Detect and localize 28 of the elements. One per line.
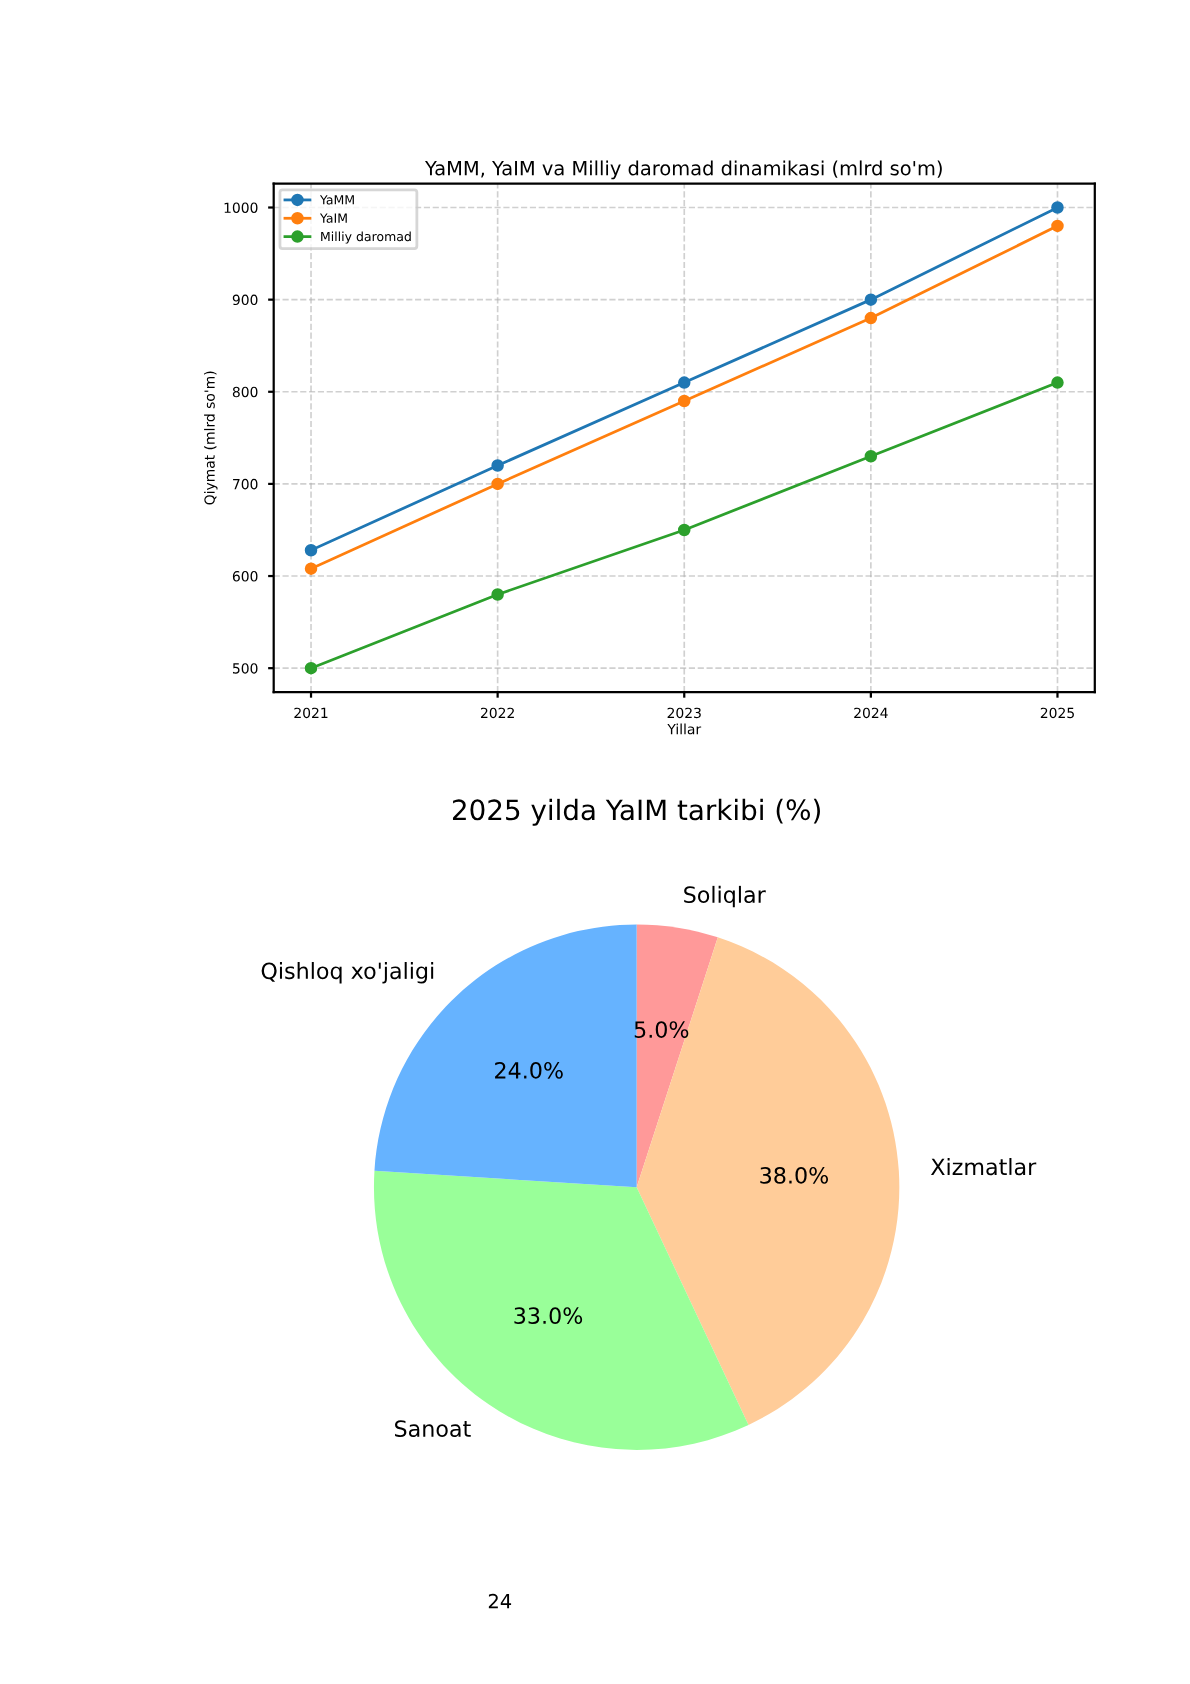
point [304,543,318,557]
point [864,293,878,306]
slice-label: Sanoat [395,1420,471,1438]
point [864,311,878,325]
text: 24 [488,1593,512,1609]
point [304,562,318,575]
slice-label: Qishloq xo'jaligi [261,961,434,984]
point [864,450,878,463]
data-label: 33.0% [514,1307,583,1325]
point [491,477,504,491]
pie-slice [636,937,900,1425]
point [304,661,318,675]
pie-slice [374,1170,749,1450]
slice-label: Soliqlar [684,885,766,908]
point [491,588,504,601]
data-label: 24.0% [495,1061,563,1079]
point [678,394,691,408]
point [1051,219,1064,233]
point [1051,376,1064,389]
point [1051,201,1064,214]
chart-title: 2025 yilda YaIM tarkibi (%) [452,798,820,826]
point [678,523,691,537]
point [491,459,504,472]
pie-slice [636,924,718,1188]
chart-title: YaMM, YaIM va Milliy daromad dinamikasi (mlrd so'm) [424,160,942,180]
point [678,376,691,389]
data-label: 38.0% [760,1166,829,1184]
slice-label: Xizmatlar [930,1157,1037,1176]
